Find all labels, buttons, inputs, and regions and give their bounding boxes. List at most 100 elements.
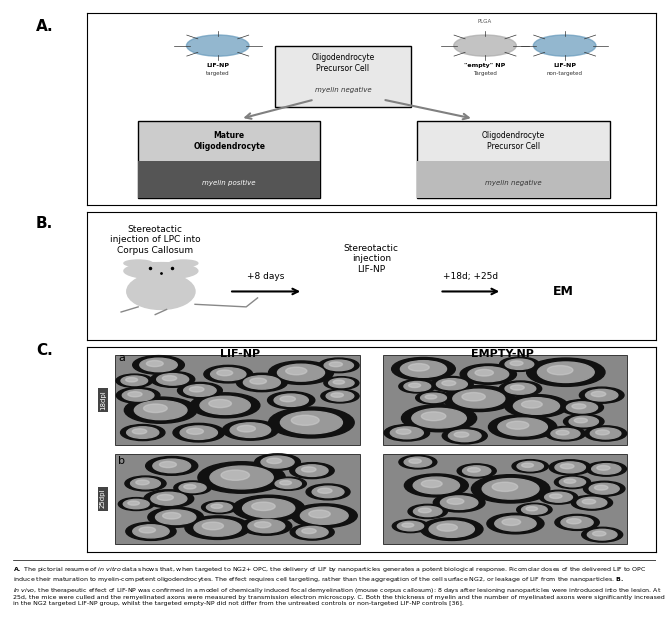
Text: myelin positive: myelin positive <box>203 180 256 186</box>
Circle shape <box>454 432 469 437</box>
Circle shape <box>413 477 460 494</box>
Circle shape <box>409 363 429 371</box>
Text: Stereotactic
injection of LPC into
Corpus Callosum: Stereotactic injection of LPC into Corpu… <box>110 225 201 254</box>
Circle shape <box>126 522 176 541</box>
Circle shape <box>593 531 606 536</box>
Circle shape <box>567 519 581 524</box>
Circle shape <box>221 470 250 480</box>
Circle shape <box>408 505 448 519</box>
Circle shape <box>324 360 353 370</box>
Circle shape <box>437 524 458 531</box>
Circle shape <box>211 504 223 508</box>
Circle shape <box>124 397 197 423</box>
Circle shape <box>250 378 266 384</box>
Circle shape <box>169 260 198 266</box>
Circle shape <box>132 429 147 434</box>
Circle shape <box>440 496 478 509</box>
Circle shape <box>237 426 256 432</box>
Circle shape <box>453 389 505 408</box>
Text: +8 days: +8 days <box>248 272 285 281</box>
Circle shape <box>236 373 288 392</box>
Circle shape <box>460 364 516 385</box>
Circle shape <box>243 499 295 517</box>
Circle shape <box>280 396 296 402</box>
Circle shape <box>421 393 446 403</box>
FancyBboxPatch shape <box>138 121 320 198</box>
Circle shape <box>561 400 603 415</box>
Circle shape <box>551 428 580 439</box>
Circle shape <box>595 485 608 490</box>
Circle shape <box>241 517 292 535</box>
Circle shape <box>202 522 223 530</box>
Circle shape <box>179 483 206 492</box>
Circle shape <box>173 423 225 442</box>
Circle shape <box>318 488 332 493</box>
Circle shape <box>586 462 626 476</box>
Circle shape <box>396 429 411 434</box>
Circle shape <box>255 454 300 471</box>
Circle shape <box>504 395 568 417</box>
Circle shape <box>421 412 446 421</box>
Circle shape <box>549 494 562 498</box>
Circle shape <box>269 407 354 438</box>
Circle shape <box>134 401 187 420</box>
Circle shape <box>124 263 198 279</box>
Circle shape <box>492 482 518 491</box>
Circle shape <box>306 484 350 500</box>
Circle shape <box>597 465 610 470</box>
Circle shape <box>533 35 596 56</box>
Text: PLGA: PLGA <box>478 19 492 24</box>
Circle shape <box>128 501 139 505</box>
Circle shape <box>505 383 536 394</box>
FancyBboxPatch shape <box>417 121 610 198</box>
Circle shape <box>413 507 442 517</box>
Circle shape <box>506 421 529 429</box>
Circle shape <box>280 412 343 434</box>
Circle shape <box>184 485 196 489</box>
Circle shape <box>302 467 316 472</box>
Circle shape <box>404 457 432 467</box>
Circle shape <box>275 479 301 489</box>
Circle shape <box>185 516 250 539</box>
Circle shape <box>324 377 359 389</box>
Text: "empty" NP: "empty" NP <box>464 63 506 68</box>
Circle shape <box>126 427 159 438</box>
Circle shape <box>555 476 591 489</box>
Circle shape <box>559 478 585 487</box>
Circle shape <box>574 418 587 423</box>
Circle shape <box>148 507 203 527</box>
Circle shape <box>498 418 547 436</box>
Circle shape <box>522 505 547 514</box>
Circle shape <box>442 381 456 386</box>
Circle shape <box>567 402 597 413</box>
Circle shape <box>571 495 613 510</box>
Circle shape <box>399 379 436 393</box>
Circle shape <box>187 35 249 56</box>
Circle shape <box>431 376 473 392</box>
Circle shape <box>500 357 539 371</box>
FancyBboxPatch shape <box>116 453 360 544</box>
Circle shape <box>309 510 330 518</box>
Circle shape <box>409 383 421 388</box>
Circle shape <box>399 455 437 469</box>
Circle shape <box>278 364 324 381</box>
Text: $\bf{A.}$ The pictorial resume of $\it{in\ vitro}$ data shows that, when targete: $\bf{A.}$ The pictorial resume of $\it{i… <box>13 565 665 606</box>
Text: a: a <box>118 353 125 363</box>
Circle shape <box>132 356 185 374</box>
Circle shape <box>191 393 260 418</box>
Circle shape <box>204 365 253 383</box>
FancyBboxPatch shape <box>383 453 628 544</box>
Circle shape <box>448 430 481 442</box>
Circle shape <box>517 462 543 471</box>
Circle shape <box>434 493 485 512</box>
Circle shape <box>475 369 494 376</box>
Circle shape <box>333 380 345 384</box>
Text: b: b <box>118 456 125 465</box>
Circle shape <box>561 464 574 469</box>
Circle shape <box>194 519 242 536</box>
Circle shape <box>591 464 621 474</box>
Circle shape <box>318 358 359 373</box>
Circle shape <box>392 519 429 533</box>
Circle shape <box>505 359 534 369</box>
Circle shape <box>209 399 231 408</box>
